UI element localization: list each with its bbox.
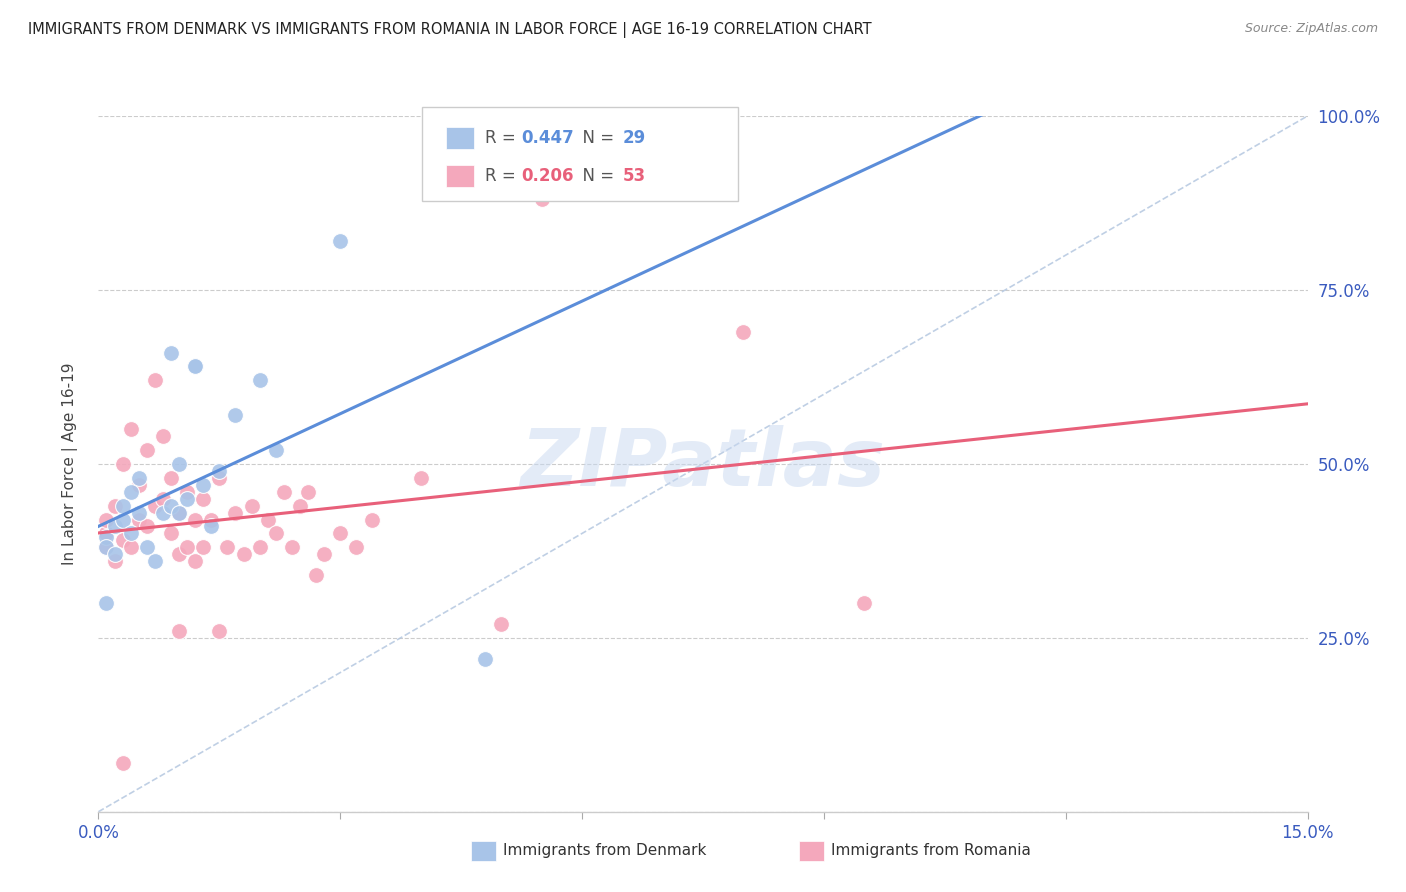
Text: N =: N = (572, 129, 620, 147)
Point (96, 541, 118, 555)
Text: 53: 53 (623, 167, 645, 185)
Point (103, 519, 125, 533)
Point (160, 345, 183, 359)
Point (491, 616, 513, 631)
Point (111, 499, 134, 513)
Point (128, 512, 150, 526)
Point (135, 442, 157, 457)
Point (288, 499, 311, 513)
Point (184, 512, 207, 526)
Point (273, 484, 295, 499)
Point (120, 541, 142, 555)
Point (96, 512, 118, 526)
Point (208, 471, 231, 485)
Point (184, 554, 207, 568)
Point (264, 442, 287, 457)
Point (224, 506, 246, 520)
Point (103, 554, 125, 568)
Point (240, 499, 263, 513)
Point (135, 541, 157, 555)
Point (143, 554, 166, 568)
Point (232, 547, 254, 561)
Text: R =: R = (485, 167, 522, 185)
Point (200, 512, 222, 526)
Text: R =: R = (485, 129, 522, 147)
Point (297, 484, 319, 499)
Point (530, 193, 553, 207)
Point (208, 624, 231, 638)
Point (200, 519, 222, 533)
Text: N =: N = (572, 167, 620, 185)
Point (733, 325, 755, 339)
Point (167, 457, 190, 471)
Point (176, 541, 198, 555)
Point (264, 526, 287, 541)
Point (152, 491, 174, 506)
Point (193, 491, 215, 506)
Point (96, 596, 118, 610)
Point (96, 530, 118, 544)
Point (160, 471, 183, 485)
Point (329, 234, 352, 248)
Point (128, 471, 150, 485)
Point (176, 491, 198, 506)
Point (167, 547, 190, 561)
Point (167, 506, 190, 520)
Point (143, 499, 166, 513)
Point (160, 499, 183, 513)
Text: ZIPatlas: ZIPatlas (520, 425, 886, 503)
Text: Immigrants from Denmark: Immigrants from Denmark (503, 844, 707, 858)
Point (96, 526, 118, 541)
Text: 29: 29 (623, 129, 647, 147)
Point (249, 541, 271, 555)
Point (281, 541, 304, 555)
Point (152, 506, 174, 520)
Point (176, 484, 198, 499)
Point (120, 526, 142, 541)
Point (314, 547, 336, 561)
Point (409, 471, 432, 485)
Point (193, 541, 215, 555)
Point (184, 359, 207, 374)
Point (111, 533, 134, 548)
Text: 0.206: 0.206 (522, 167, 574, 185)
Point (217, 541, 239, 555)
Point (135, 519, 157, 533)
Point (111, 457, 134, 471)
Point (128, 477, 150, 491)
Point (224, 408, 246, 422)
Text: 0.447: 0.447 (522, 129, 575, 147)
Point (160, 526, 183, 541)
Point (103, 547, 125, 561)
Text: IMMIGRANTS FROM DENMARK VS IMMIGRANTS FROM ROMANIA IN LABOR FORCE | AGE 16-19 CO: IMMIGRANTS FROM DENMARK VS IMMIGRANTS FR… (28, 22, 872, 38)
Point (853, 596, 876, 610)
Point (208, 464, 231, 478)
Point (167, 624, 190, 638)
Point (167, 506, 190, 520)
Point (152, 429, 174, 443)
Point (329, 526, 352, 541)
Point (184, 359, 207, 374)
Point (128, 506, 150, 520)
Point (193, 477, 215, 491)
Point (96, 541, 118, 555)
Point (344, 541, 367, 555)
Point (305, 568, 328, 582)
Point (249, 373, 271, 387)
Point (256, 512, 278, 526)
Point (120, 484, 142, 499)
Text: Immigrants from Romania: Immigrants from Romania (831, 844, 1031, 858)
Point (111, 512, 134, 526)
Point (474, 651, 496, 665)
Point (111, 756, 134, 770)
Point (361, 512, 384, 526)
Point (143, 373, 166, 387)
Point (103, 499, 125, 513)
Point (120, 422, 142, 436)
Y-axis label: In Labor Force | Age 16-19: In Labor Force | Age 16-19 (62, 362, 77, 566)
Text: Source: ZipAtlas.com: Source: ZipAtlas.com (1244, 22, 1378, 36)
